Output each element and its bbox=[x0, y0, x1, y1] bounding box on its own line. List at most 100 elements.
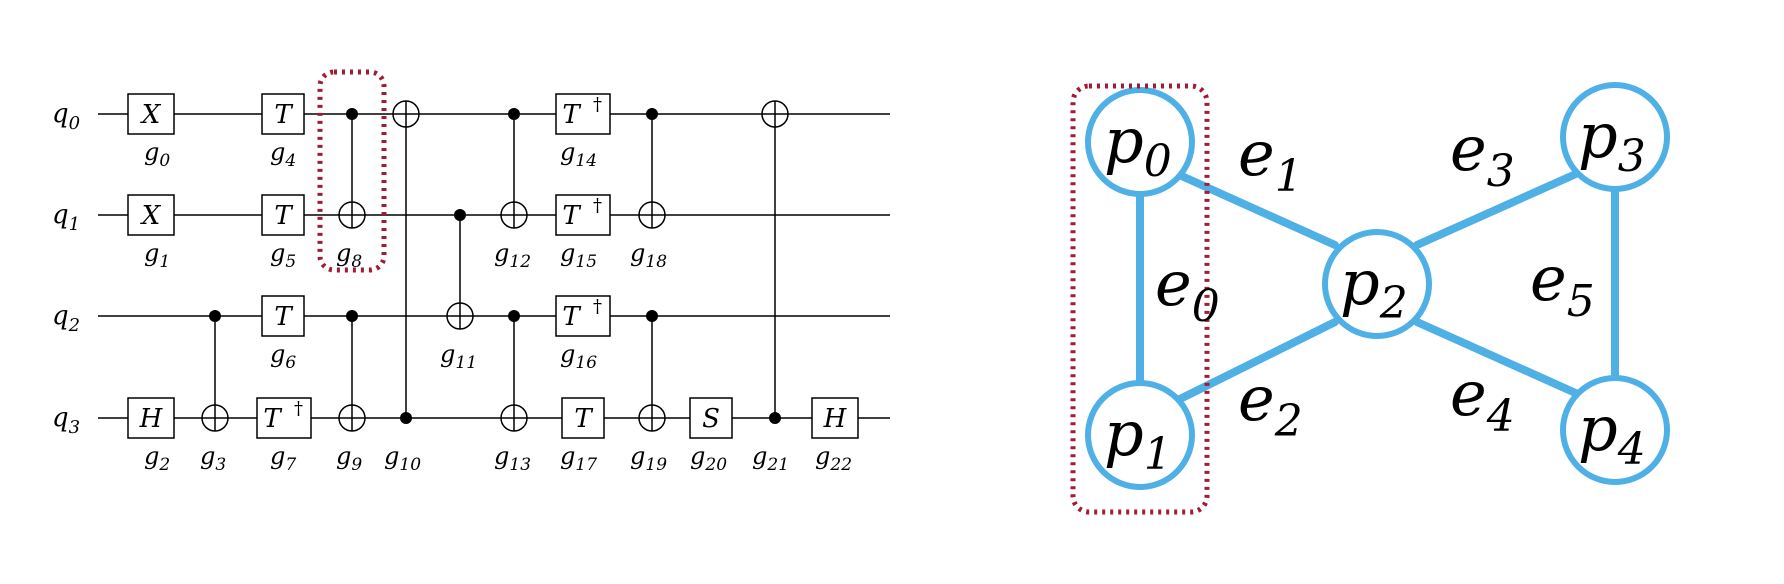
svg-text:p1: p1 bbox=[1104, 397, 1172, 480]
gate-label-g7: g7 bbox=[270, 442, 296, 475]
cnot-control-dot bbox=[454, 209, 466, 221]
gate-label-g0: g0 bbox=[144, 138, 170, 171]
qubit-label-2: q2 bbox=[52, 301, 80, 336]
cnot-g9: g9 bbox=[336, 310, 366, 475]
gate-label-g12: g12 bbox=[494, 239, 531, 272]
qubit-label-1: q1 bbox=[52, 200, 80, 235]
cnot-g19: g19 bbox=[630, 310, 667, 475]
gate-g16: T † g16 bbox=[555, 295, 611, 373]
cnot-control-dot bbox=[646, 108, 658, 120]
gate-label-g20: g20 bbox=[690, 442, 727, 475]
cnot-g10: g10 bbox=[384, 100, 421, 475]
edge-label-e4: e4 bbox=[1450, 357, 1515, 442]
svg-text:T: T bbox=[562, 302, 581, 332]
edge-e2 bbox=[1174, 318, 1339, 404]
cnot-control-dot bbox=[346, 108, 358, 120]
cnot-g13: g13 bbox=[494, 310, 531, 475]
highlight-box-p0-p1 bbox=[1070, 83, 1210, 515]
gate-label-g16: g16 bbox=[560, 340, 597, 373]
svg-text:†: † bbox=[593, 94, 602, 115]
node-p0: p0 bbox=[1085, 87, 1195, 197]
cnot-control-dot bbox=[209, 310, 221, 322]
cnot-g3: g3 bbox=[200, 310, 229, 475]
highlight-box-g8 bbox=[317, 69, 387, 273]
cnot-g8: g8 bbox=[336, 108, 366, 272]
cnot-control-dot bbox=[769, 412, 781, 424]
node-p3: p3 bbox=[1560, 82, 1670, 192]
edge-e3 bbox=[1413, 169, 1582, 249]
coupling-graph: p0 p1 p2 p3 p4 e0 e1 e2 e3 e4 e5 bbox=[1070, 82, 1670, 515]
quantum-circuit: q0 q1 q2 q3 X g0 X g1 H g2 T g4 bbox=[52, 69, 890, 475]
gate-label-g11: g11 bbox=[440, 340, 477, 373]
svg-text:T: T bbox=[562, 100, 581, 130]
gate-label-g5: g5 bbox=[270, 239, 296, 272]
gate-label-g9: g9 bbox=[336, 442, 362, 475]
svg-text:T: T bbox=[263, 404, 282, 434]
svg-text:T: T bbox=[574, 404, 593, 434]
svg-text:H: H bbox=[823, 404, 848, 434]
edge-e1 bbox=[1171, 169, 1339, 249]
gate-g20: S g20 bbox=[689, 397, 733, 475]
cnot-control-dot bbox=[508, 108, 520, 120]
gate-g15: T † g15 bbox=[555, 194, 611, 272]
cnot-g12: g12 bbox=[494, 108, 531, 272]
gate-g0: X g0 bbox=[127, 93, 175, 171]
gate-label-g15: g15 bbox=[560, 239, 597, 272]
svg-text:p2: p2 bbox=[1340, 246, 1408, 329]
node-p4: p4 bbox=[1560, 375, 1670, 485]
gate-label-g6: g6 bbox=[270, 340, 296, 373]
gate-label-g4: g4 bbox=[270, 138, 296, 171]
svg-text:S: S bbox=[702, 404, 720, 434]
gate-g4: T g4 bbox=[261, 93, 305, 171]
cnot-control-dot bbox=[646, 310, 658, 322]
svg-text:p3: p3 bbox=[1578, 99, 1646, 182]
qubit-label-3: q3 bbox=[52, 403, 80, 438]
edge-label-e2: e2 bbox=[1238, 362, 1303, 447]
gate-label-g22: g22 bbox=[815, 442, 852, 475]
cnot-g21: g21 bbox=[752, 100, 789, 475]
gate-label-g1: g1 bbox=[144, 239, 170, 272]
gate-g17: T g17 bbox=[560, 397, 605, 475]
cnot-g18: g18 bbox=[630, 108, 667, 272]
gate-g2: H g2 bbox=[127, 397, 175, 475]
gate-label-g8: g8 bbox=[336, 239, 362, 272]
gate-label-g18: g18 bbox=[630, 239, 667, 272]
svg-text:p0: p0 bbox=[1104, 104, 1172, 187]
gate-label-g10: g10 bbox=[384, 442, 421, 475]
node-p2: p2 bbox=[1322, 229, 1432, 339]
edge-label-e0: e0 bbox=[1155, 247, 1220, 332]
svg-text:T: T bbox=[562, 201, 581, 231]
cnot-control-dot bbox=[346, 310, 358, 322]
gate-label-g13: g13 bbox=[494, 442, 531, 475]
gate-label-g17: g17 bbox=[560, 442, 597, 475]
gate-label-g2: g2 bbox=[144, 442, 170, 475]
edge-label-e1: e1 bbox=[1238, 117, 1303, 202]
svg-text:†: † bbox=[294, 398, 303, 419]
svg-text:X: X bbox=[140, 201, 162, 231]
cnot-control-dot bbox=[508, 310, 520, 322]
gate-label-g3: g3 bbox=[200, 442, 226, 475]
svg-text:X: X bbox=[140, 100, 162, 130]
edge-e4 bbox=[1413, 318, 1584, 399]
gate-g14: T † g14 bbox=[555, 93, 611, 171]
svg-text:T: T bbox=[274, 100, 293, 130]
gate-label-g19: g19 bbox=[630, 442, 667, 475]
gate-label-g21: g21 bbox=[752, 442, 789, 475]
svg-text:†: † bbox=[593, 195, 602, 216]
svg-text:H: H bbox=[139, 404, 164, 434]
gate-g1: X g1 bbox=[127, 194, 175, 272]
gate-g22: H g22 bbox=[811, 397, 859, 475]
cnot-control-dot bbox=[400, 412, 412, 424]
svg-text:T: T bbox=[274, 302, 293, 332]
cnot-g11: g11 bbox=[440, 209, 477, 373]
gate-g5: T g5 bbox=[261, 194, 305, 272]
svg-text:†: † bbox=[593, 296, 602, 317]
node-p1: p1 bbox=[1085, 380, 1195, 490]
svg-text:p4: p4 bbox=[1578, 392, 1646, 475]
gate-label-g14: g14 bbox=[560, 138, 597, 171]
edge-label-e3: e3 bbox=[1450, 112, 1515, 197]
gate-g6: T g6 bbox=[261, 295, 305, 373]
gate-g7: T † g7 bbox=[256, 397, 312, 475]
svg-text:T: T bbox=[274, 201, 293, 231]
